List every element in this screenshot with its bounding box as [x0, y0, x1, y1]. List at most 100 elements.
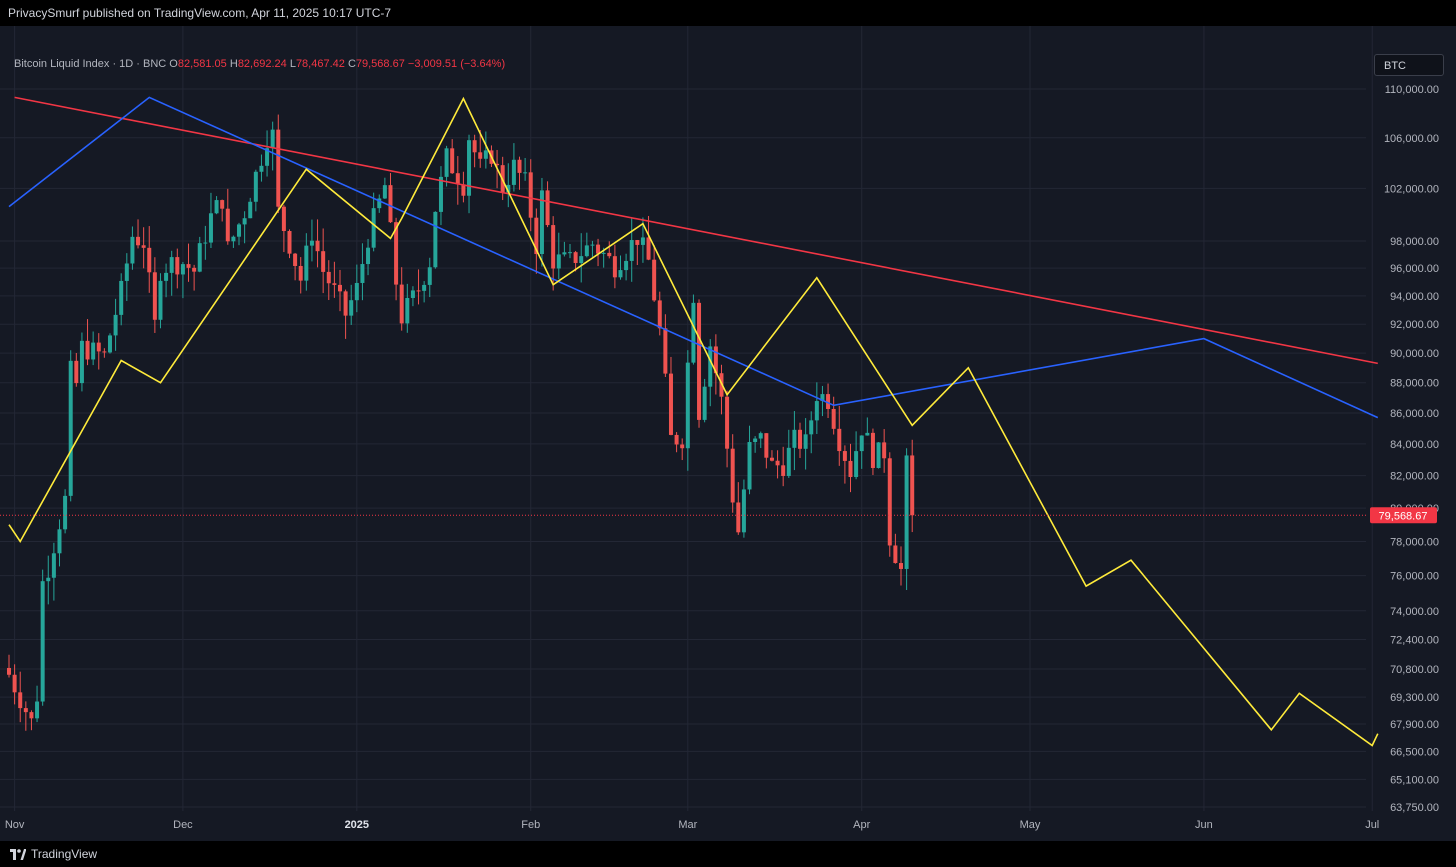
- candle-body: [764, 433, 769, 458]
- y-tick-label: 96,000.00: [1390, 263, 1439, 275]
- y-tick-label: 106,000.00: [1384, 133, 1439, 145]
- candle-body: [809, 420, 814, 435]
- candle-body: [534, 217, 539, 255]
- candle-body: [506, 184, 511, 193]
- candle-body: [904, 455, 909, 569]
- candle-body: [12, 674, 17, 693]
- y-tick-label: 102,000.00: [1384, 183, 1439, 195]
- candle-body: [831, 408, 836, 429]
- red-trendline[interactable]: [14, 96, 1378, 365]
- y-tick-label: 98,000.00: [1390, 236, 1439, 248]
- candle-body: [663, 328, 668, 374]
- candle-body: [775, 460, 780, 466]
- candle-body: [444, 148, 449, 177]
- candle-body: [130, 236, 135, 264]
- candle-body: [786, 447, 791, 476]
- price-axis[interactable]: 110,000.00 106,000.00 102,000.00 98,000.00 9…: [1370, 84, 1439, 814]
- candle-body: [136, 236, 141, 246]
- series-name: Bitcoin Liquid Index · 1D · BNC: [14, 58, 167, 70]
- candle-body: [107, 335, 112, 353]
- candle-body: [792, 429, 797, 448]
- time-axis[interactable]: Nov Dec 2025 Feb Mar Apr May Jun Jul: [5, 819, 1379, 831]
- candle-body: [315, 240, 320, 252]
- candle-body: [545, 190, 550, 226]
- candle-body: [394, 222, 399, 285]
- candle-body: [326, 271, 331, 284]
- symbol-button[interactable]: BTC: [1374, 54, 1444, 76]
- candle-body: [803, 434, 808, 449]
- candle-body: [568, 252, 572, 254]
- candle-body: [511, 159, 516, 185]
- ohlc-open-value: 82,581.05: [177, 58, 227, 70]
- y-tick-label: 67,900.00: [1390, 719, 1439, 731]
- y-tick-label: 94,000.00: [1390, 291, 1439, 303]
- candle-body: [304, 245, 309, 281]
- y-tick-label: 78,000.00: [1390, 536, 1439, 548]
- candle-body: [40, 581, 45, 702]
- candle-body: [18, 692, 23, 709]
- candle-body: [23, 708, 28, 713]
- candle-body: [169, 257, 174, 273]
- candle-body: [164, 272, 169, 281]
- candle-body: [270, 129, 275, 149]
- candle-body: [741, 489, 746, 533]
- candle-body: [523, 172, 528, 174]
- candle-body: [57, 529, 62, 554]
- candle-body: [753, 438, 758, 443]
- candle-body: [713, 346, 718, 374]
- tradingview-brand[interactable]: TradingView: [10, 841, 97, 867]
- candle-body: [422, 284, 427, 291]
- candle-body: [607, 252, 612, 257]
- candle-body: [887, 458, 892, 546]
- candle-body: [309, 240, 314, 246]
- y-tick-label: 88,000.00: [1390, 378, 1439, 390]
- ohlc-change-value: −3,009.51 (−3.64%): [407, 58, 506, 70]
- candle-body: [898, 563, 903, 569]
- candle-body: [192, 267, 197, 272]
- candle-body: [629, 240, 634, 261]
- published-text: PrivacySmurf published on TradingView.co…: [8, 6, 392, 20]
- drawings[interactable]: [8, 96, 1379, 747]
- candle-body: [46, 577, 51, 582]
- candle-body: [85, 340, 90, 360]
- candle-body: [472, 140, 477, 153]
- chart-pane[interactable]: 110,000.00 106,000.00 102,000.00 98,000.00 9…: [0, 26, 1456, 841]
- candle-body: [854, 451, 859, 478]
- grid: [0, 26, 1373, 811]
- candle-body: [646, 237, 651, 260]
- ohlc-high-label: H: [229, 58, 238, 70]
- candle-body: [736, 502, 741, 533]
- candle-body: [68, 360, 73, 496]
- candle-body: [859, 435, 864, 452]
- candle-body: [180, 264, 185, 275]
- candle-body: [562, 252, 567, 255]
- candle-body: [147, 247, 152, 273]
- price-chart[interactable]: 110,000.00 106,000.00 102,000.00 98,000.00 9…: [0, 26, 1456, 841]
- x-tick-label: Dec: [173, 819, 193, 831]
- candle-body: [826, 394, 831, 409]
- candle-body: [590, 244, 595, 246]
- candle-body: [220, 200, 225, 209]
- candle-body: [158, 280, 163, 320]
- series-legend[interactable]: Bitcoin Liquid Index · 1D · BNC O82,581.…: [14, 58, 505, 70]
- candle-body: [242, 218, 247, 225]
- candle-body: [601, 252, 606, 254]
- candle-body: [747, 442, 752, 490]
- candle-body: [298, 265, 303, 281]
- candle-body: [450, 148, 455, 174]
- y-tick-label: 70,800.00: [1390, 664, 1439, 676]
- candle-body: [865, 432, 870, 436]
- y-tick-label: 92,000.00: [1390, 319, 1439, 331]
- candle-body: [141, 245, 146, 248]
- candle-body: [483, 150, 488, 159]
- blue-path-drawing[interactable]: [8, 96, 1379, 419]
- x-tick-label: Nov: [5, 819, 25, 831]
- candle-body: [837, 428, 842, 452]
- x-tick-label: Mar: [678, 819, 697, 831]
- ohlc-high-value: 82,692.24: [237, 58, 287, 70]
- candle-body: [248, 201, 253, 219]
- candle-body: [203, 242, 208, 244]
- candle-body: [152, 272, 157, 320]
- yellow-path-drawing[interactable]: [8, 96, 1379, 747]
- candle-body: [377, 198, 382, 209]
